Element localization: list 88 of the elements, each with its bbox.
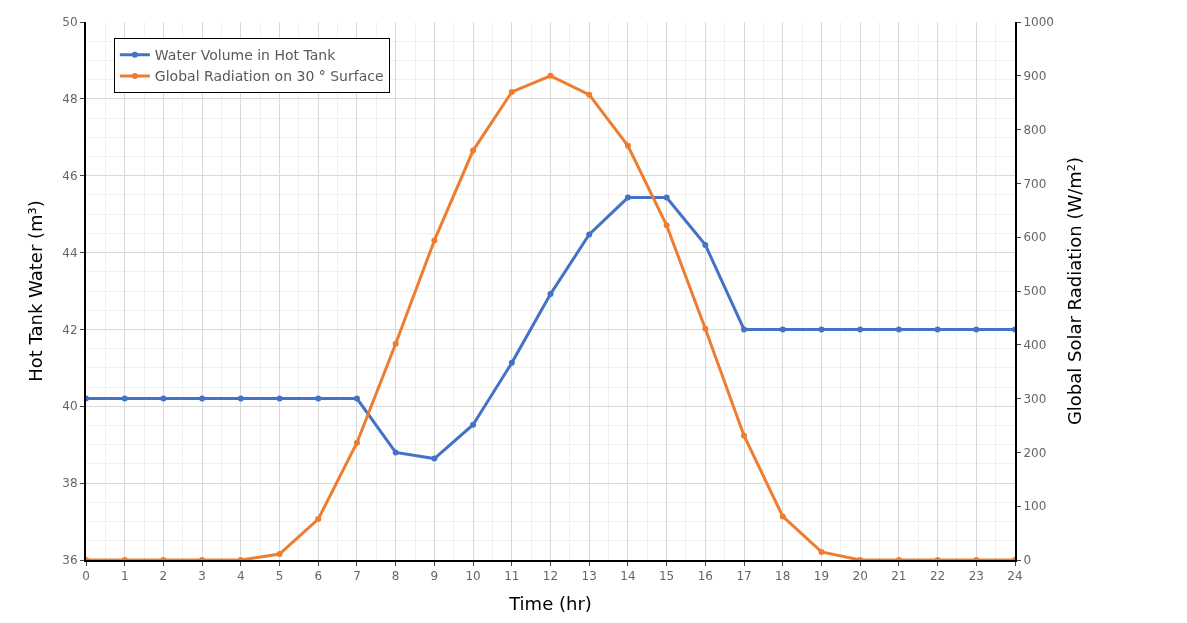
y2-tick-label: 300 [1023,391,1047,406]
x-tick-label: 17 [736,569,752,584]
point [895,326,902,333]
point [431,455,438,462]
x-axis-title: Time (hr) [508,593,592,614]
point [547,291,554,298]
point [431,237,438,244]
y-tick-label: 48 [62,92,78,107]
y2-tick-label: 900 [1023,69,1047,83]
point [857,326,864,333]
point [586,91,593,98]
x-tick-label: 6 [314,569,323,584]
y-tick-label: 50 [62,15,78,30]
x-tick-label: 16 [697,569,713,584]
point [160,395,167,402]
x-tick-label: 9 [430,569,439,584]
point [702,241,709,248]
x-tick-label: 19 [813,569,830,584]
y-tick-label: 44 [62,245,78,260]
point [470,147,477,154]
point [353,439,360,446]
x-tick-label: 21 [891,569,907,584]
point [237,395,244,402]
y2-tick-label: 0 [1023,553,1032,568]
x-tick-label: 7 [353,569,361,584]
x-tick-label: 20 [852,569,868,584]
point [741,432,748,439]
y2-tick-label: 100 [1023,499,1047,514]
point [663,222,670,229]
x-tick-label: 1 [120,569,129,584]
y-tick-label: 38 [62,476,78,491]
y-tick-label: 42 [62,322,78,337]
x-tick-label: 3 [198,569,206,584]
point [508,359,515,366]
point [934,326,941,333]
y2-tick-label: 700 [1023,176,1047,191]
y2-tick-label: 800 [1023,122,1047,137]
point [663,194,670,201]
x-tick-label: 8 [391,569,400,584]
point [199,395,206,402]
y-tick-label: 40 [62,399,78,414]
point [702,325,709,332]
point [508,88,515,95]
point [741,326,748,333]
x-tick-label: 12 [542,569,559,584]
y-tick-label: 46 [62,168,78,183]
x-tick-label: 24 [1007,569,1023,584]
x-tick-label: 18 [775,569,791,584]
y2-tick-label: 500 [1023,284,1047,299]
y2-tick-label: 400 [1023,338,1047,352]
y2-tick-label: 200 [1023,445,1047,460]
x-tick-label: 5 [275,569,284,584]
point [470,421,477,428]
point [353,395,360,402]
point [121,395,128,402]
point [624,142,631,149]
x-tick-label: 0 [82,569,90,584]
y-tick-label: 36 [62,553,78,568]
x-tick-label: 10 [465,569,481,584]
x-tick-label: 23 [968,569,984,584]
point [818,326,825,333]
x-tick-label: 15 [658,569,675,584]
point [276,551,283,558]
x-tick-label: 2 [159,569,168,584]
point [392,340,399,347]
y2-tick-label: 1000 [1023,15,1054,30]
point [276,395,283,402]
y-axis-title: Hot Tank Water (m³) [25,200,47,382]
point [547,72,554,79]
y2-tick-label: 600 [1023,230,1047,245]
x-tick-label: 22 [929,569,946,584]
point [973,326,980,333]
x-tick-label: 13 [581,569,597,584]
legend-label: Global Radiation on 30 ° Surface [154,68,384,85]
y2-axis-title: Global Solar Radiation (W/m²) [1063,156,1085,426]
point [392,449,399,456]
point [779,326,786,333]
x-tick-label: 11 [504,569,520,584]
point [315,395,322,402]
x-tick-label: 14 [620,569,636,584]
x-tick-label: 4 [237,569,245,584]
point [624,194,631,201]
point [818,548,825,555]
point [315,516,322,523]
point [779,513,786,520]
point [586,231,593,238]
line-series [86,194,1015,462]
legend-label: Water Volume in Hot Tank [154,47,337,64]
